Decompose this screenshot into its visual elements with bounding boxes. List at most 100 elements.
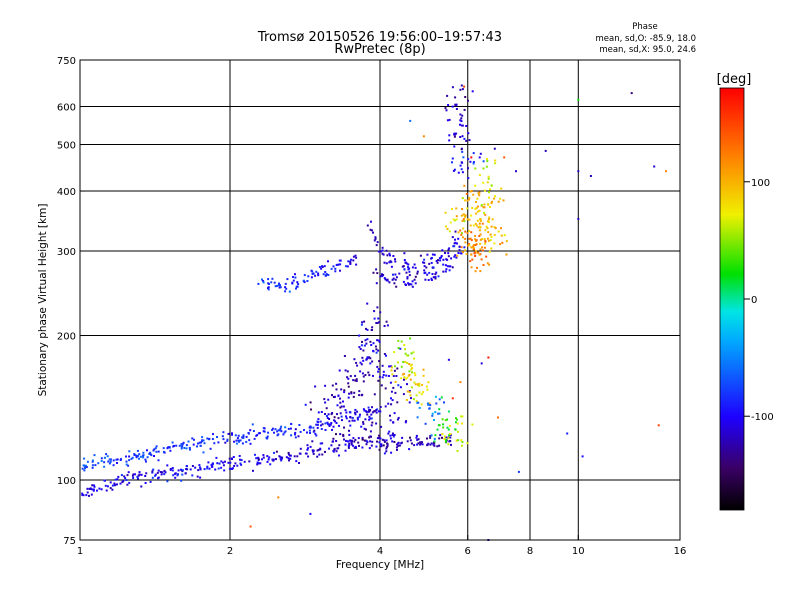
echo-point (487, 231, 490, 234)
echo-point (396, 418, 399, 421)
echo-point (347, 260, 350, 263)
echo-point (241, 442, 244, 445)
echo-point (317, 418, 320, 421)
echo-point (490, 202, 493, 204)
echo-point (426, 388, 429, 391)
echo-point (356, 416, 359, 419)
echo-point (152, 468, 155, 471)
echo-point (478, 156, 481, 159)
echo-point (444, 435, 446, 438)
echo-point (231, 458, 233, 460)
echo-point (354, 254, 357, 257)
echo-point (395, 446, 398, 449)
echo-point (448, 440, 451, 443)
echo-point (338, 259, 341, 262)
echo-point (368, 410, 371, 413)
echo-point (478, 225, 481, 228)
echo-point (361, 321, 364, 324)
echo-point (194, 466, 197, 469)
echo-point (471, 206, 474, 209)
echo-point (461, 197, 464, 200)
echo-point (406, 376, 409, 379)
echo-point (323, 398, 326, 401)
echo-point (125, 455, 127, 458)
echo-point (343, 438, 345, 441)
echo-point (497, 230, 500, 233)
echo-point (277, 429, 280, 432)
echo-point (455, 132, 458, 135)
echo-point (350, 391, 353, 394)
echo-point (476, 219, 479, 222)
echo-point (90, 493, 93, 496)
echo-point (309, 401, 312, 404)
echo-point (462, 218, 465, 221)
echo-point (403, 376, 406, 379)
echo-point (374, 237, 377, 240)
echo-point (470, 156, 473, 159)
echo-point (231, 433, 233, 436)
echo-point (326, 417, 329, 419)
echo-point (316, 449, 319, 452)
echo-point (438, 437, 441, 440)
echo-point (199, 466, 201, 469)
echo-point (234, 462, 237, 465)
echo-point (505, 240, 508, 243)
echo-point (392, 277, 395, 280)
echo-point (93, 485, 96, 488)
echo-point (458, 249, 461, 252)
echo-point (334, 267, 337, 270)
echo-point (390, 403, 393, 406)
echo-point (454, 230, 457, 233)
echo-point (349, 375, 352, 378)
echo-point (361, 438, 364, 441)
echo-point (403, 259, 406, 261)
echo-point (444, 270, 447, 273)
echo-point (460, 233, 463, 236)
echo-point (111, 484, 114, 487)
echo-point (412, 351, 415, 354)
echo-point (140, 473, 143, 476)
echo-point (327, 398, 330, 401)
echo-point (171, 469, 174, 472)
echo-point (363, 320, 366, 323)
echo-point (138, 473, 141, 476)
echo-point (397, 361, 399, 364)
echo-point (450, 257, 453, 260)
echo-point (393, 282, 396, 285)
echo-point (390, 451, 393, 454)
echo-point (155, 450, 158, 453)
echo-point (286, 278, 289, 281)
echo-point (323, 265, 326, 268)
echo-point (232, 456, 235, 458)
echo-point (368, 415, 371, 418)
echo-point (482, 181, 485, 184)
echo-point (446, 258, 449, 261)
echo-point (486, 158, 488, 160)
legend-o-stats: mean, sd,O: -85.9, 18.0 (596, 34, 696, 44)
echo-point (368, 356, 371, 359)
echo-point (236, 464, 239, 467)
echo-point (339, 401, 342, 404)
echo-point (430, 442, 433, 445)
echo-point (383, 452, 386, 455)
echo-point (453, 255, 456, 258)
echo-point (325, 273, 328, 276)
echo-point (291, 281, 294, 284)
echo-point (457, 237, 460, 240)
echo-point (109, 460, 112, 463)
echo-point (103, 479, 106, 482)
echo-point (381, 249, 384, 252)
echo-point (460, 117, 463, 120)
echo-point (376, 440, 378, 443)
echo-point (473, 252, 476, 255)
echo-point (474, 270, 477, 273)
echo-point (180, 468, 182, 471)
echo-point (406, 440, 409, 443)
echo-point (368, 409, 371, 411)
echo-point (488, 216, 491, 219)
echo-point (297, 435, 300, 438)
echo-point (345, 415, 347, 418)
echo-point (371, 360, 374, 363)
echo-point (478, 229, 481, 232)
echo-point (296, 285, 299, 288)
